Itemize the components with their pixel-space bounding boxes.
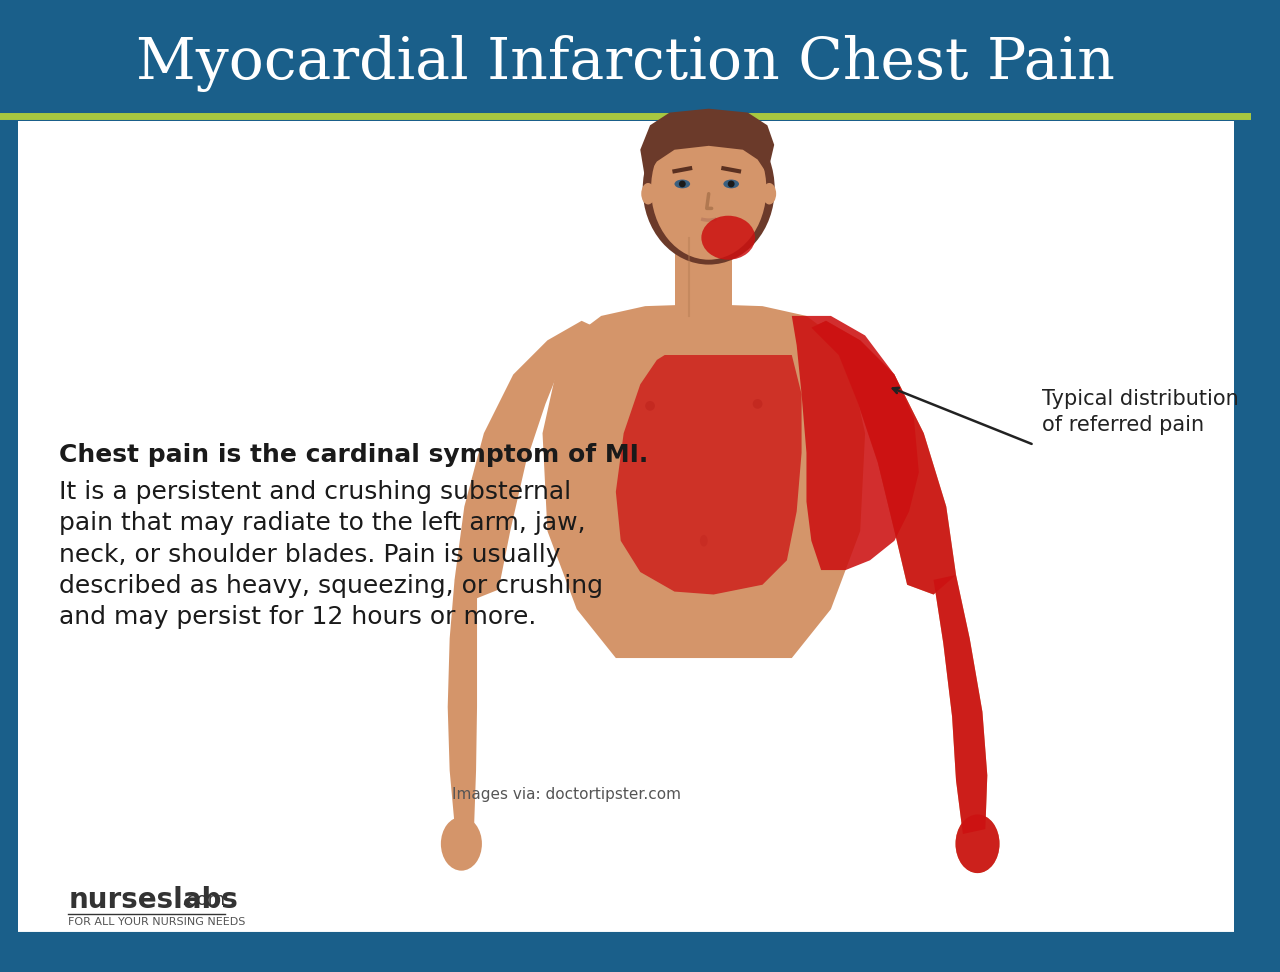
Polygon shape	[640, 109, 774, 179]
Text: pain that may radiate to the left arm, jaw,: pain that may radiate to the left arm, j…	[59, 511, 585, 536]
Text: and may persist for 12 hours or more.: and may persist for 12 hours or more.	[59, 606, 536, 629]
Ellipse shape	[723, 180, 739, 189]
FancyBboxPatch shape	[18, 122, 1234, 944]
Polygon shape	[454, 321, 596, 600]
Polygon shape	[933, 575, 987, 834]
Polygon shape	[812, 321, 956, 595]
FancyBboxPatch shape	[0, 11, 1252, 961]
Ellipse shape	[675, 180, 690, 189]
Ellipse shape	[763, 183, 776, 204]
Polygon shape	[616, 355, 801, 595]
Polygon shape	[812, 321, 956, 595]
Ellipse shape	[440, 816, 481, 871]
Text: neck, or shoulder blades. Pain is usually: neck, or shoulder blades. Pain is usuall…	[59, 542, 561, 567]
Text: It is a persistent and crushing substernal: It is a persistent and crushing substern…	[59, 480, 571, 504]
Text: Typical distribution
of referred pain: Typical distribution of referred pain	[1042, 389, 1239, 435]
FancyBboxPatch shape	[676, 238, 732, 316]
Text: Myocardial Infarction Chest Pain: Myocardial Infarction Chest Pain	[136, 35, 1115, 92]
Text: FOR ALL YOUR NURSING NEEDS: FOR ALL YOUR NURSING NEEDS	[68, 917, 246, 927]
Polygon shape	[543, 304, 865, 658]
Ellipse shape	[641, 183, 655, 204]
Ellipse shape	[701, 216, 755, 260]
Ellipse shape	[678, 181, 686, 188]
Text: nurseslabs: nurseslabs	[68, 886, 238, 915]
Ellipse shape	[645, 401, 655, 411]
Ellipse shape	[728, 181, 735, 188]
Polygon shape	[448, 580, 477, 826]
Text: .com: .com	[180, 891, 225, 910]
Ellipse shape	[753, 399, 763, 409]
Polygon shape	[792, 316, 919, 570]
Text: Chest pain is the cardinal symptom of MI.: Chest pain is the cardinal symptom of MI…	[59, 443, 648, 467]
Ellipse shape	[643, 113, 774, 264]
Ellipse shape	[956, 815, 1000, 873]
Ellipse shape	[652, 118, 767, 260]
Text: described as heavy, squeezing, or crushing: described as heavy, squeezing, or crushi…	[59, 574, 603, 598]
FancyBboxPatch shape	[0, 11, 1252, 117]
Polygon shape	[933, 575, 987, 834]
Ellipse shape	[956, 815, 1000, 873]
Ellipse shape	[700, 535, 708, 546]
Text: Images via: doctortipster.com: Images via: doctortipster.com	[452, 787, 681, 803]
